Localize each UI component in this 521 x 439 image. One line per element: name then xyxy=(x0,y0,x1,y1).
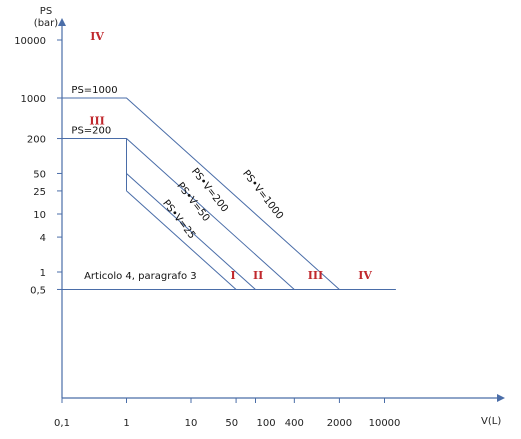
category-label: IV xyxy=(90,30,104,43)
axes xyxy=(58,18,505,402)
series-line-25 xyxy=(126,190,237,290)
y-axis-unit: (bar) xyxy=(34,18,58,29)
chart-labels: PS=1000 PS=200 Articolo 4, paragrafo 3 PS•V… xyxy=(71,30,372,282)
x-tick-label: 50 xyxy=(225,418,238,429)
y-tick-label: 10 xyxy=(33,210,46,221)
category-label: III xyxy=(89,114,104,127)
y-tick-label: 1000 xyxy=(21,94,46,105)
annotation-label: PS=1000 xyxy=(71,85,117,96)
x-axis-title: V(L) xyxy=(481,416,501,427)
series-line-50 xyxy=(126,173,256,290)
tick-labels: 0,1 1 10 50 100 400 2000 10000 0,5 1 4 10 25 50 200 100… xyxy=(14,36,400,429)
series-line-label: PS•V=1000 xyxy=(240,168,285,221)
y-axis-arrow xyxy=(58,18,66,26)
x-tick-label: 100 xyxy=(257,418,276,429)
x-tick-label: 400 xyxy=(285,418,304,429)
annotation-label: PS=200 xyxy=(71,126,111,137)
x-tick-label: 10 xyxy=(185,418,198,429)
y-tick-label: 4 xyxy=(40,233,46,244)
x-axis-arrow xyxy=(497,394,505,402)
x-tick-label: 0,1 xyxy=(54,418,70,429)
y-tick-label: 10000 xyxy=(14,36,46,47)
series-lines xyxy=(62,97,396,290)
category-label: III xyxy=(308,269,323,282)
category-label: IV xyxy=(358,269,372,282)
category-label: II xyxy=(253,269,263,282)
y-tick-label: 1 xyxy=(40,268,46,279)
y-tick-label: 50 xyxy=(33,169,46,180)
category-label: I xyxy=(231,269,236,282)
y-axis-title: PS xyxy=(40,6,52,17)
annotation-label: Articolo 4, paragrafo 3 xyxy=(84,271,197,282)
y-tick-label: 0,5 xyxy=(30,285,46,296)
x-tick-label: 10000 xyxy=(369,418,401,429)
y-tick-label: 200 xyxy=(27,135,46,146)
series-line-1000 xyxy=(62,97,340,290)
y-tick-label: 25 xyxy=(33,187,46,198)
x-tick-label: 1 xyxy=(123,418,129,429)
x-tick-label: 2000 xyxy=(327,418,352,429)
